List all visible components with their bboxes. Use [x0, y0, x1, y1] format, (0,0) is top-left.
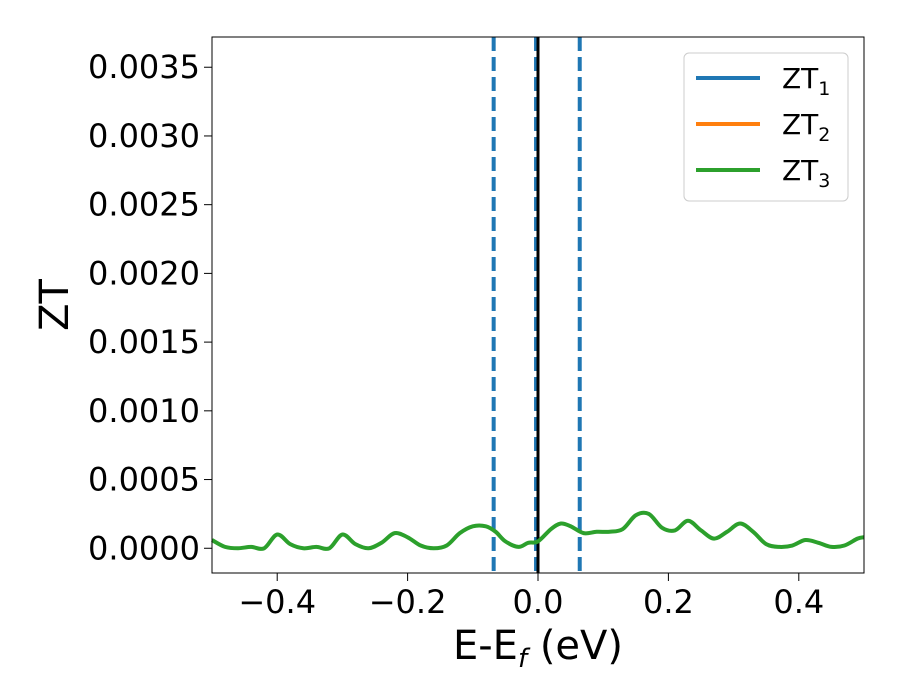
y-tick-label: 0.0010 [88, 392, 200, 430]
legend-label-3: ZT3 [782, 154, 830, 192]
y-tick-label: 0.0025 [88, 186, 200, 224]
x-tick-label: 0.0 [513, 583, 564, 621]
y-tick-label: 0.0020 [88, 254, 200, 292]
legend-label-2: ZT2 [782, 108, 830, 146]
x-tick-label: 0.2 [643, 583, 694, 621]
series-layer [211, 510, 865, 551]
legend-label-1: ZT1 [782, 62, 830, 100]
x-tick-label: −0.2 [369, 583, 447, 621]
y-axis-label: ZT [32, 279, 78, 331]
y-tick-label: 0.0000 [88, 529, 200, 567]
y-tick-label: 0.0005 [88, 461, 200, 499]
y-tick-label: 0.0030 [88, 117, 200, 155]
legend: ZT1 ZT2 ZT3 [683, 52, 849, 202]
x-axis-label-tail: (eV) [527, 623, 623, 669]
reference-lines [491, 37, 582, 573]
x-axis-label: E-Ef (eV) [453, 623, 623, 674]
y-tick-label: 0.0035 [88, 48, 200, 86]
x-axis-label-main: E-E [453, 623, 518, 669]
series-line-0 [211, 510, 865, 551]
x-tick-label: −0.4 [238, 583, 316, 621]
y-tick-label: 0.0015 [88, 323, 200, 361]
x-axis: −0.4 −0.2 0.0 0.2 0.4 [238, 573, 824, 621]
x-tick-label: 0.4 [773, 583, 824, 621]
y-axis: 0.0000 0.0005 0.0010 0.0015 0.0020 0.0025 0.00… [88, 48, 212, 567]
legend-box [683, 52, 849, 202]
